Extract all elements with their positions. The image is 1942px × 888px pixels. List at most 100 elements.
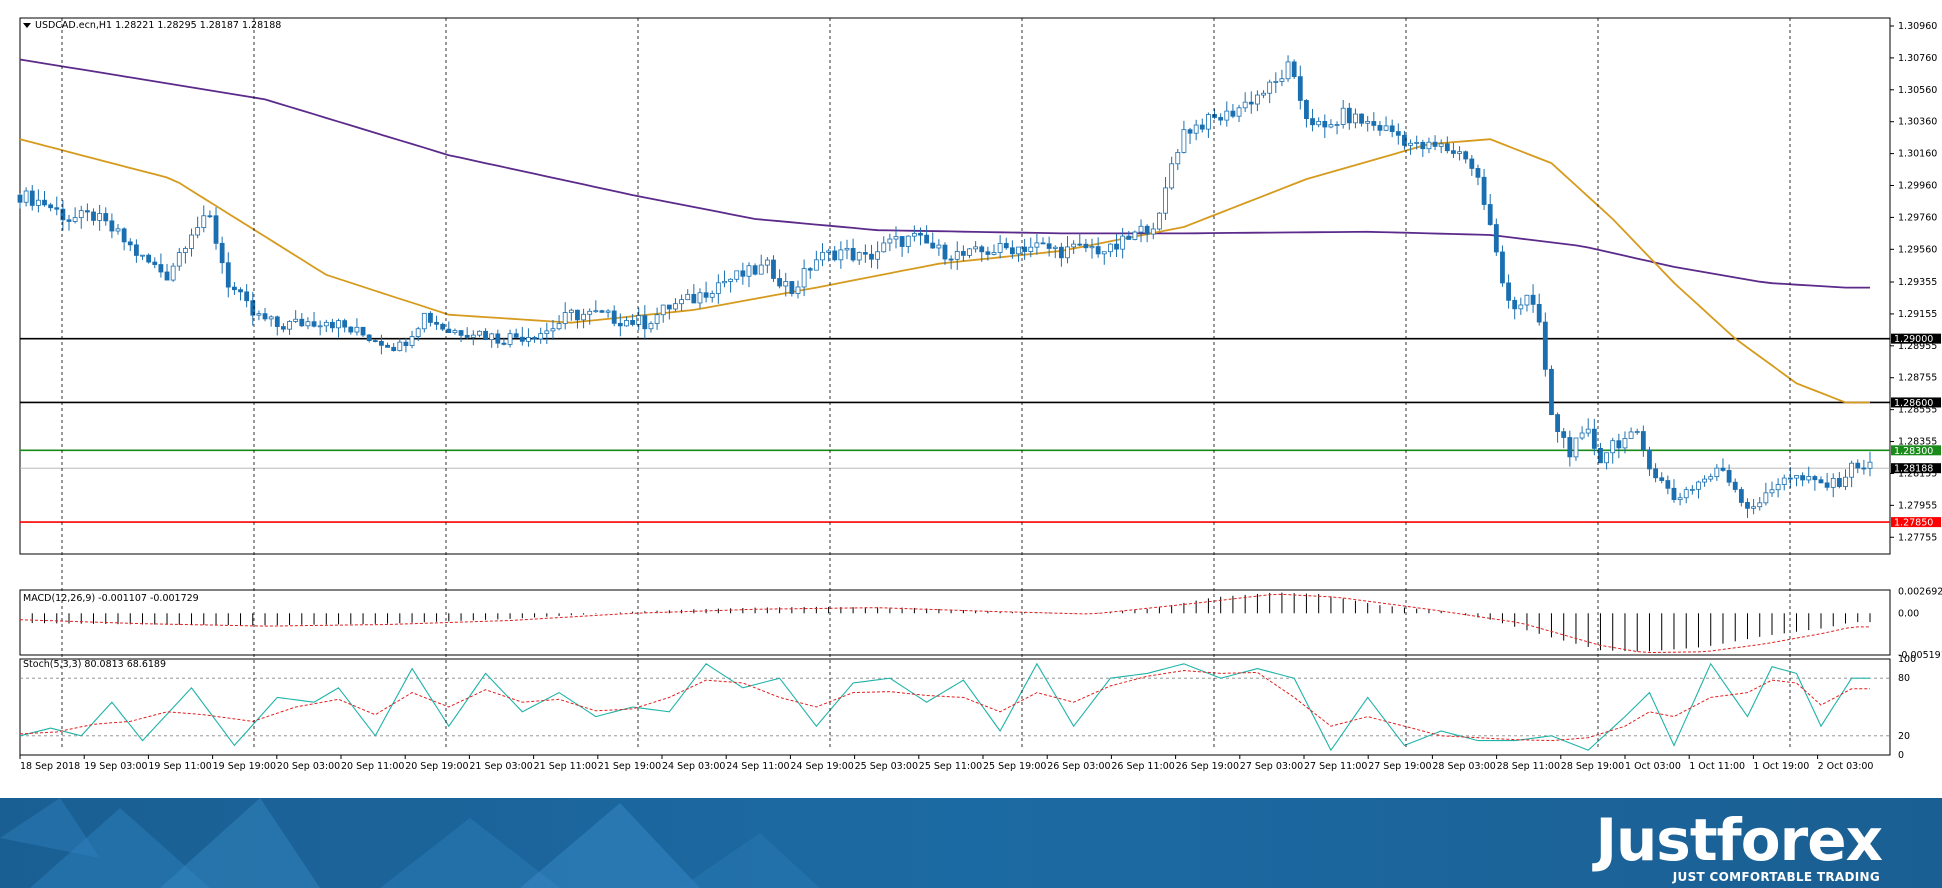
candle-body [1420, 142, 1426, 150]
candle-body [1536, 303, 1542, 323]
candle-body [1273, 80, 1279, 83]
candle-body [1775, 484, 1781, 491]
candle-body [875, 251, 881, 260]
candle-body [403, 341, 409, 346]
candle-body [232, 286, 237, 291]
candle-body [1340, 107, 1346, 125]
candle-body [1120, 235, 1126, 250]
candle-body [666, 304, 672, 310]
candle-body [281, 326, 286, 330]
candle-body [1598, 447, 1603, 464]
candle-body [740, 270, 746, 277]
price-tick-label: 1.30760 [1898, 53, 1937, 64]
time-tick-label: 1 Oct 03:00 [1625, 761, 1681, 772]
candle-body [593, 310, 599, 313]
brand-footer: Justforex JUST COMFORTABLE TRADING [0, 798, 1942, 888]
candle-body [366, 334, 372, 341]
stoch-tick-label: 0 [1898, 750, 1904, 761]
candle-body [54, 207, 60, 210]
candle-body [581, 313, 586, 321]
candle-body [1034, 242, 1040, 248]
candle-body [881, 242, 887, 253]
time-tick-label: 24 Sep 03:00 [662, 761, 725, 772]
candle-body [1634, 431, 1640, 433]
time-tick-label: 27 Sep 11:00 [1304, 761, 1367, 772]
candle-body [679, 299, 684, 305]
candle-body [728, 278, 733, 282]
stoch-tick-label: 100 [1898, 654, 1916, 665]
candle-body [1083, 243, 1089, 249]
candle-body [391, 346, 397, 352]
time-tick-label: 19 Sep 03:00 [84, 761, 147, 772]
candle-body [1567, 437, 1573, 458]
price-tick-label: 1.29560 [1898, 244, 1937, 255]
candle-body [23, 190, 29, 203]
candle-body [838, 249, 844, 261]
candle-body [1077, 243, 1083, 246]
candle-body [1261, 92, 1266, 96]
candle-body [201, 215, 207, 228]
candle-body [115, 228, 121, 232]
candle-body [78, 210, 84, 219]
macd-tick-label: 0.002692 [1898, 587, 1942, 598]
candle-body [1714, 467, 1720, 478]
candle-body [562, 312, 568, 324]
candle-body [66, 219, 72, 222]
candle-body [60, 208, 66, 221]
candle-body [1579, 432, 1585, 439]
candle-body [697, 292, 703, 304]
candle-body [1022, 246, 1028, 252]
candle-body [103, 213, 109, 222]
candle-body [1542, 321, 1548, 370]
stoch-panel-frame [19, 658, 1891, 756]
candle-body [1132, 231, 1138, 240]
candle-body [1689, 488, 1695, 491]
collapse-triangle-icon[interactable] [23, 23, 31, 28]
candle-body [507, 333, 513, 345]
candle-body [1469, 158, 1475, 169]
candle-body [17, 194, 23, 203]
candle-body [305, 321, 311, 327]
candle-body [1806, 476, 1812, 481]
candle-body [526, 337, 531, 342]
candle-body [893, 236, 899, 240]
candle-body [336, 320, 341, 329]
footer-background [0, 798, 1942, 888]
candle-body [1107, 243, 1113, 253]
candle-body [109, 220, 115, 232]
candle-body [1126, 235, 1132, 240]
time-tick-label: 20 Sep 11:00 [341, 761, 404, 772]
candle-body [1659, 477, 1665, 481]
candle-body [1573, 437, 1579, 458]
candle-body [771, 259, 776, 279]
price-tick-label: 1.28955 [1898, 341, 1937, 352]
candle-body [1830, 478, 1836, 488]
candle-body [587, 310, 593, 315]
candle-body [238, 289, 243, 293]
stoch-d-line [19, 669, 1870, 742]
candle-body [1500, 251, 1505, 284]
candle-body [1365, 121, 1371, 124]
candle-body [1451, 150, 1456, 154]
candle-body [985, 251, 991, 255]
candle-body [1732, 481, 1738, 490]
candle-body [538, 333, 544, 340]
candle-body [1702, 478, 1708, 483]
candle-body [575, 309, 580, 321]
candle-body [715, 282, 721, 294]
candle-body [293, 318, 299, 322]
time-tick-label: 25 Sep 19:00 [983, 761, 1046, 772]
candle-body [1855, 462, 1861, 469]
candle-body [789, 281, 795, 294]
candle-body [97, 213, 103, 221]
time-tick-label: 24 Sep 11:00 [726, 761, 789, 772]
candle-body [268, 316, 274, 320]
candle-body [1794, 475, 1799, 479]
candle-body [1610, 440, 1616, 454]
candle-body [905, 235, 911, 247]
candle-body [1150, 228, 1156, 235]
candle-body [1095, 246, 1101, 255]
candle-body [158, 264, 164, 273]
candle-body [519, 336, 525, 342]
candle-body [1549, 368, 1554, 416]
